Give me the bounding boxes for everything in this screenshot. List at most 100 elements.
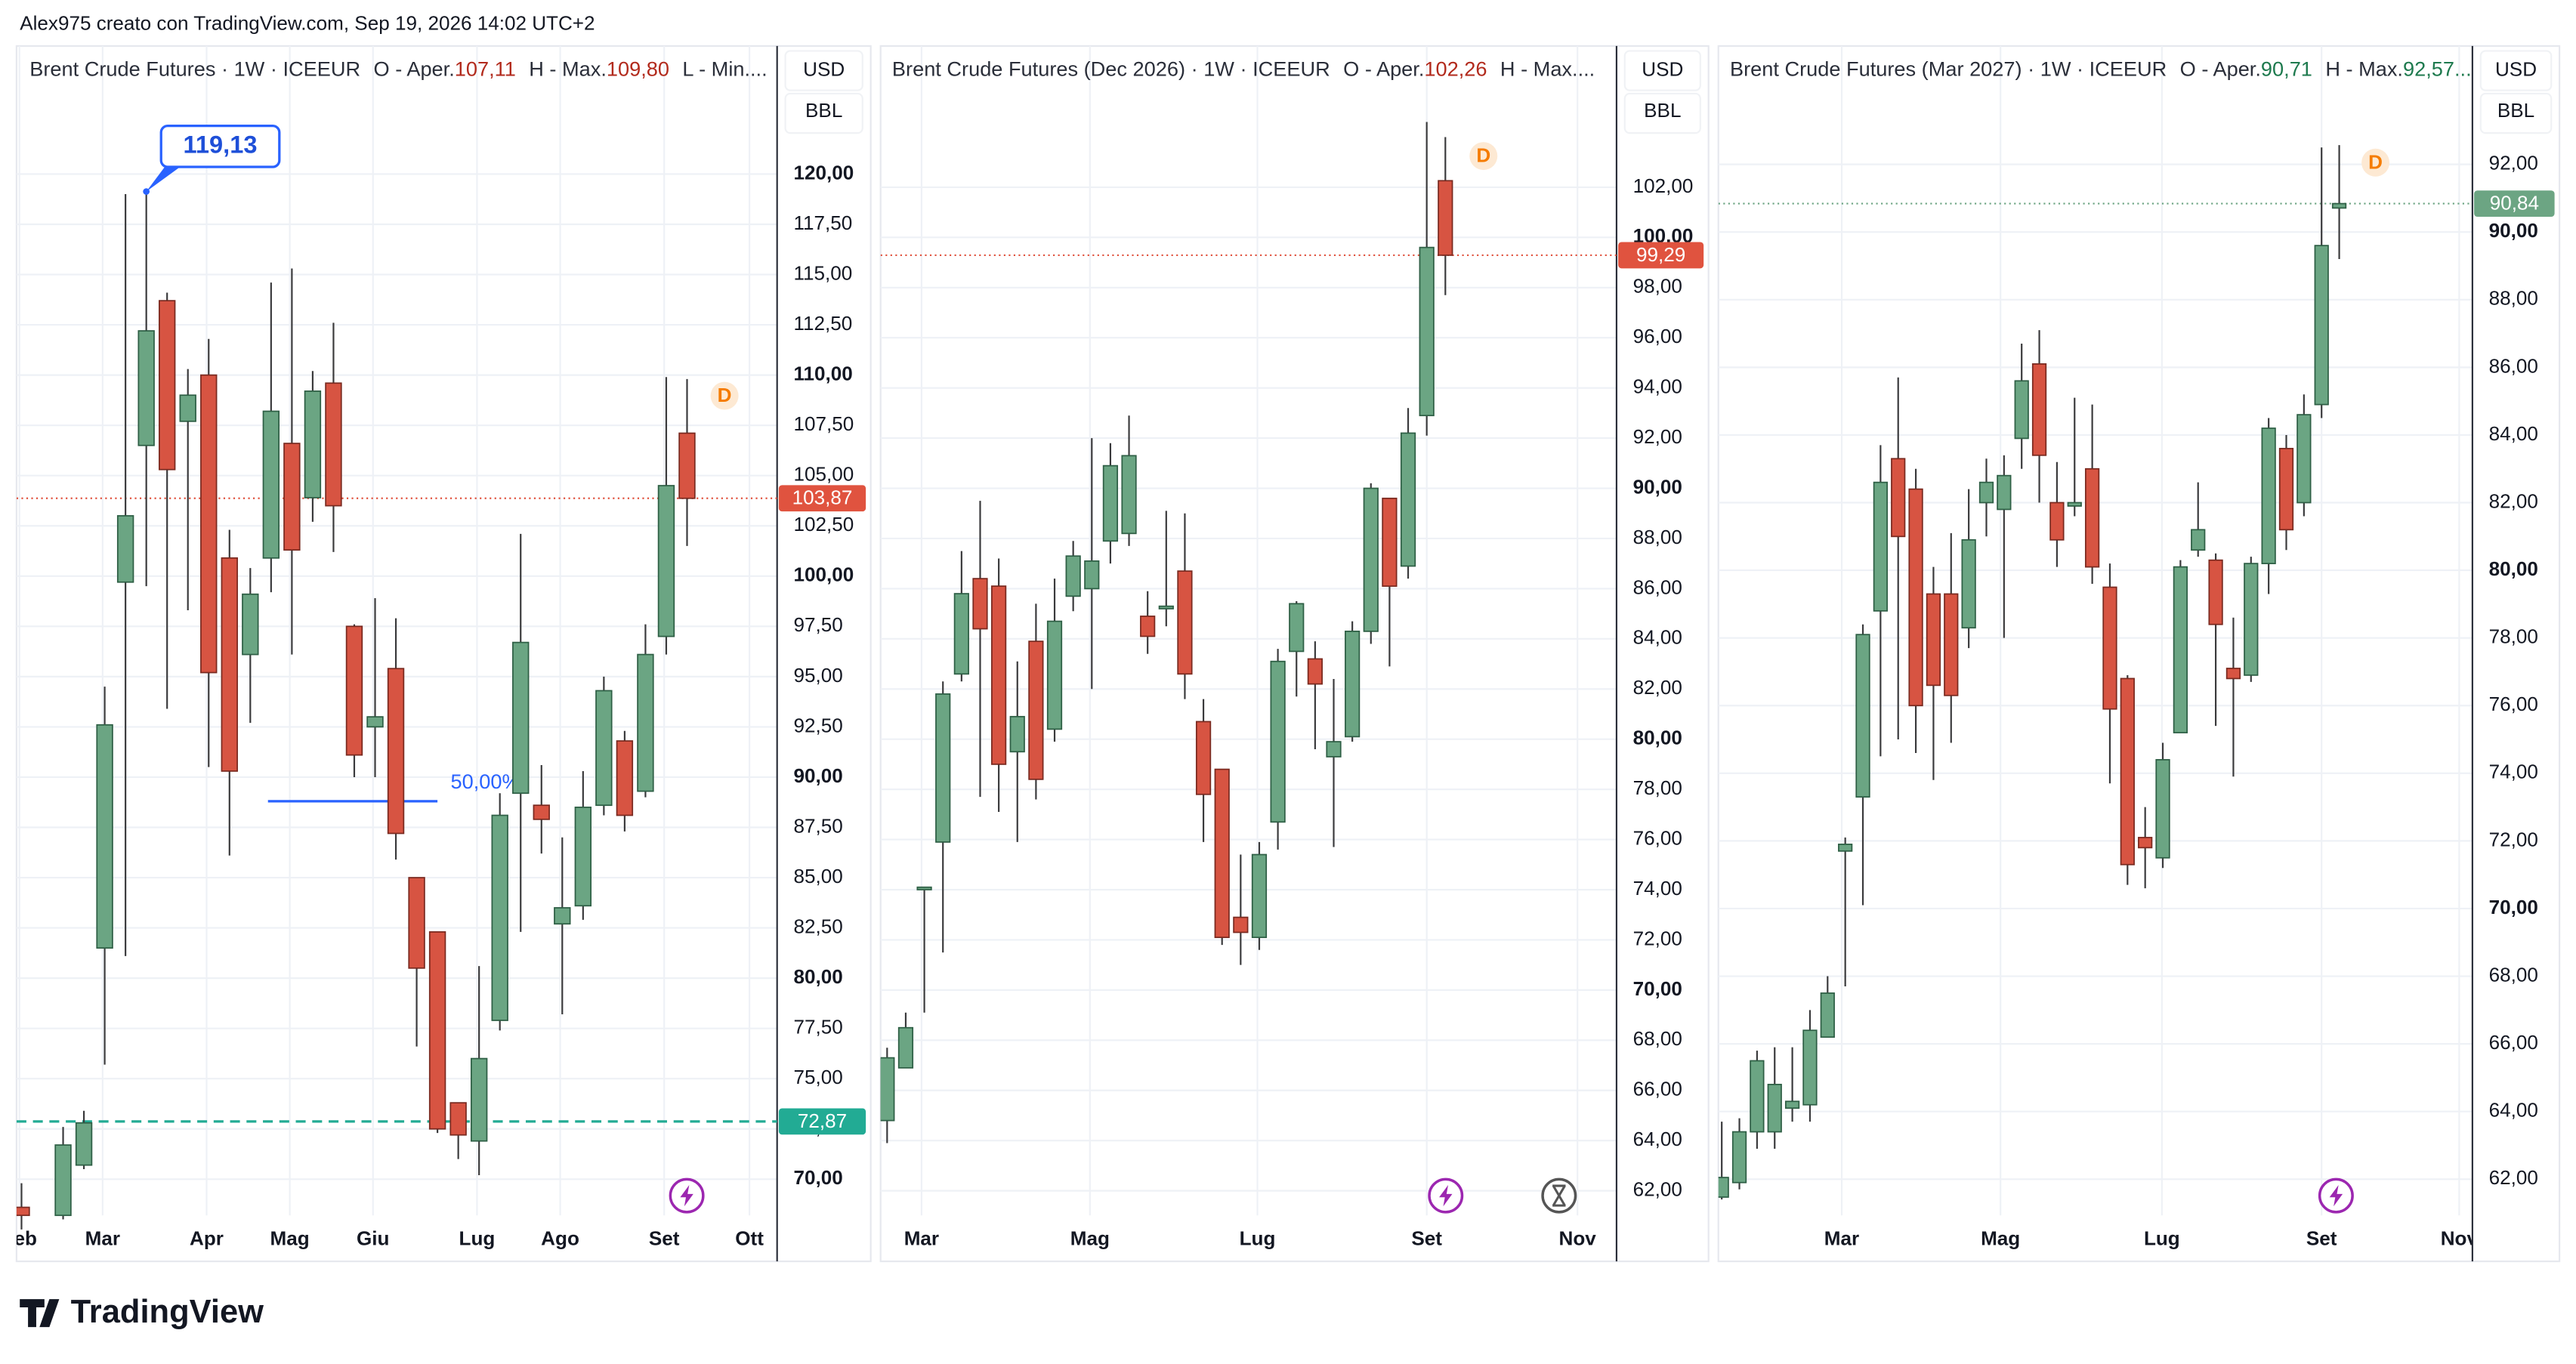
candle-body (991, 585, 1007, 765)
candle-body (1838, 844, 1853, 852)
candle-body (2155, 759, 2170, 859)
bolt (2329, 1184, 2343, 1207)
last-price-label: 90,84 (2490, 192, 2539, 214)
y-tick-label: 117,50 (793, 211, 852, 234)
y-tick-label: 78,00 (2489, 625, 2538, 648)
chart-panel: FebMarAprMagGiuLugAgoSetOtt70,0072,5075,… (2, 45, 872, 1263)
legend-item-label: O - Aper. (1343, 57, 1424, 81)
y-tick-label: 98,00 (1633, 275, 1682, 298)
legend: Brent Crude Futures (Dec 2026) · 1W · IC… (892, 57, 1595, 81)
candle-body (2208, 559, 2223, 625)
chart-panel: Mar Mag Lug Set Nov 62,00 64,00 66,00 68,00 70,00… (879, 45, 1710, 1263)
legend-item-label: H - Max. (2325, 57, 2403, 81)
x-tick-label: Mag (270, 1227, 310, 1250)
caption: Alex975 creato con TradingView.com, Sep … (20, 12, 595, 35)
candle-body (533, 804, 550, 820)
candle-body (2331, 202, 2347, 209)
candle-body (387, 668, 405, 835)
candle-body (1873, 481, 1888, 612)
candle-body (1345, 631, 1361, 738)
y-tick-label: 74,00 (1633, 877, 1682, 900)
candle-body (657, 485, 675, 637)
x-tick-label: Nov (1559, 1227, 1597, 1250)
chart-panel: Mar Mag Lug Set Nov 62,00 64,00 66,00 68,00 70,00… (1717, 45, 2561, 1263)
y-tick-label: 86,00 (2489, 354, 2538, 377)
y-tick-label: 75,00 (793, 1066, 842, 1088)
x-tick-label: Lug (1240, 1227, 1276, 1250)
legend-title: Brent Crude Futures (Mar 2027) · 1W · IC… (1730, 57, 2167, 81)
y-tick-label: 105,00 (793, 463, 854, 486)
currency-box (2479, 50, 2553, 91)
candle-body (2173, 566, 2188, 733)
candle-body (2244, 563, 2259, 676)
y-tick-label: 102,00 (1633, 174, 1694, 197)
candle-body (1718, 1177, 1729, 1198)
x-tick-label: Ott (735, 1227, 764, 1250)
y-tick-label: 72,00 (1633, 927, 1682, 949)
y-tick-label: 97,50 (793, 613, 842, 636)
legend: Brent Crude Futures · 1W · ICEEUR O - Ape… (29, 57, 767, 81)
x-tick-label: Feb (2, 1227, 37, 1250)
panel-frame (15, 45, 872, 1263)
y-tick-label: 110,00 (793, 362, 852, 384)
legend-item-label: H - Max.... (1500, 57, 1595, 81)
y-tick-label: 120,00 (793, 161, 854, 184)
candle-body (1784, 1100, 1800, 1109)
x-tick-label: Set (649, 1227, 680, 1250)
y-tick-label: 62,00 (1633, 1178, 1682, 1201)
candle-body (595, 690, 613, 807)
candle-body (1251, 853, 1268, 939)
x-tick-label: Giu (357, 1227, 389, 1250)
fib-label: 50,00% (451, 770, 520, 793)
candle-body (1382, 497, 1398, 587)
hourglass-icon (1541, 1177, 1577, 1214)
candle-body (1195, 721, 1212, 795)
candle-body (1121, 455, 1137, 535)
x-tick-label: Lug (2144, 1227, 2180, 1250)
candle-body (1820, 992, 1835, 1038)
candle-body (345, 625, 363, 756)
panel-frame (1717, 45, 2561, 1263)
legend-title: Brent Crude Futures (Dec 2026) · 1W · IC… (892, 57, 1330, 81)
y-tick-label: 85,00 (793, 865, 842, 887)
candle-body (2278, 447, 2294, 531)
x-tick-label: Mag (1981, 1227, 2020, 1250)
legend-item-value: 92,57... (2403, 57, 2472, 81)
last-price-label: 103,87 (792, 486, 853, 509)
price-line-label: 72,87 (798, 1109, 847, 1132)
plot-area: 50,00% (16, 191, 777, 1230)
y-tick-label: 68,00 (2489, 963, 2538, 986)
unit-box (1623, 92, 1701, 134)
x-tick-label: Set (2306, 1227, 2337, 1250)
y-tick-label: 82,50 (793, 915, 842, 937)
event-marker-label: D (2368, 150, 2383, 173)
y-tick-label: 70,00 (2489, 896, 2538, 918)
y-tick-label: 107,50 (793, 412, 854, 435)
candle-body (2014, 380, 2029, 440)
bolt-icon (1428, 1177, 1464, 1214)
candle-body (1028, 640, 1044, 780)
candle-body (116, 515, 134, 583)
candle-body (1363, 487, 1379, 632)
currency: USD (2495, 57, 2537, 80)
candle-body (512, 641, 530, 795)
candle-body (283, 443, 301, 551)
y-tick-label: 82,00 (2489, 489, 2538, 512)
y-tick-label: 70,00 (793, 1166, 842, 1189)
candle-body (325, 382, 342, 507)
y-tick-label: 76,00 (1633, 826, 1682, 849)
callout-label: 119,13 (184, 130, 258, 158)
candle-body (2296, 414, 2312, 504)
legend: Brent Crude Futures (Mar 2027) · 1W · IC… (1730, 57, 2472, 81)
legend-item-value: 109,80 (607, 57, 669, 81)
y-tick-label: 82,00 (1633, 676, 1682, 699)
legend-item-value: 107,11 (455, 57, 516, 81)
candle-body (1978, 481, 1994, 504)
candle-body (366, 716, 384, 728)
candle-body (304, 390, 322, 498)
price-line-box (778, 1108, 866, 1135)
x-tick-label: Nov (2441, 1227, 2479, 1250)
candle-body (221, 557, 238, 772)
brand-logo: TradingView (20, 1294, 264, 1330)
candle-body (2314, 245, 2329, 406)
